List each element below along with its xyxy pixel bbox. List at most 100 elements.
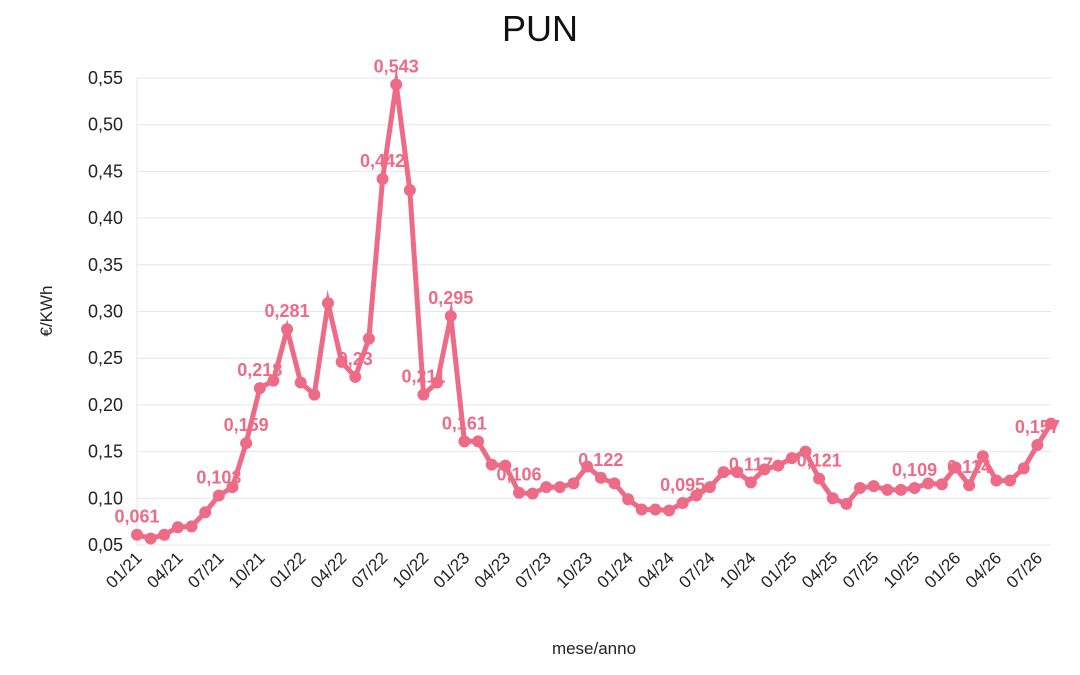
x-tick-label: 04/24 [634,548,678,592]
x-tick-label: 07/21 [184,548,228,592]
x-tick-label: 10/24 [716,548,760,592]
data-label: 0,295 [428,288,473,308]
data-point [772,459,785,472]
data-point [935,478,948,491]
data-point [499,459,512,472]
y-axis-title: €/KWh [37,285,56,336]
data-point [663,504,676,517]
data-point [854,482,867,495]
data-point [308,388,321,401]
data-label: 0,114 [947,457,991,477]
data-point [185,520,198,533]
chart-title: PUN [501,8,578,49]
grid-lines [136,77,1051,546]
x-tick-label: 07/22 [348,548,392,592]
data-point [799,445,812,458]
data-point [1045,417,1057,430]
data-point [485,458,498,471]
data-point [212,489,225,502]
data-point [281,323,294,336]
data-point [908,482,921,495]
data-point [1017,462,1030,475]
data-label: 0,442 [360,151,405,171]
data-label: 0,117 [729,454,773,474]
data-point [294,376,307,389]
data-point [240,437,253,450]
data-point [744,476,757,489]
data-point [199,506,212,519]
data-point [1004,474,1017,487]
y-axis-ticks: 0,05 0,10 0,15 0,20 0,25 0,30 0,35 0,40 0,45 0,50… [88,68,123,555]
data-point [472,435,485,448]
data-point [267,374,280,387]
x-tick-label: 01/26 [921,548,965,592]
y-tick-label: 0,35 [88,255,123,275]
data-point [594,471,607,484]
x-tick-label: 10/23 [552,548,596,592]
data-point [785,452,798,465]
data-point [335,355,348,368]
data-point [703,481,716,494]
data-point [431,376,444,389]
data-point [403,184,416,197]
data-point [963,479,976,492]
data-point [362,332,375,345]
data-label: 0,109 [892,460,937,480]
x-tick-label: 04/21 [143,548,187,592]
x-tick-label: 04/26 [962,548,1006,592]
x-axis-ticks: 01/2104/2107/2110/2101/2204/2207/2210/22… [102,548,1046,592]
data-label: 0,121 [797,451,842,471]
y-tick-label: 0,30 [88,302,123,322]
x-tick-label: 04/22 [307,548,351,592]
x-tick-label: 01/23 [430,548,474,592]
y-tick-label: 0,40 [88,208,123,228]
data-label: 0,095 [660,475,705,495]
data-point [581,460,594,473]
data-point [171,521,184,534]
data-label: 0,218 [237,360,282,380]
data-point [349,370,362,383]
y-tick-label: 0,15 [88,442,123,462]
data-point [676,496,689,509]
data-label: 0,281 [265,301,310,321]
data-point [867,480,880,493]
data-point [158,528,171,541]
x-tick-label: 07/25 [839,548,883,592]
data-point [717,466,730,479]
data-label: 0,061 [114,507,159,527]
series-pun [131,66,1057,545]
data-point [990,474,1003,487]
data-label: 0,543 [374,57,419,77]
x-tick-label: 10/25 [880,548,924,592]
y-tick-label: 0,25 [88,348,123,368]
data-point [226,481,239,494]
data-point [512,486,525,499]
y-tick-label: 0,05 [88,535,123,555]
data-labels: 0,061 0,103 0,159 0,218 0,281 0,23 0,442 0,543 0… [114,57,1059,527]
data-point [444,310,457,323]
data-label: 0,159 [224,415,269,435]
data-point [253,382,266,395]
data-point [690,489,703,502]
y-tick-label: 0,20 [88,395,123,415]
x-tick-label: 07/24 [675,548,719,592]
data-label: 0,23 [338,349,373,369]
y-tick-label: 0,55 [88,68,123,88]
data-point [813,472,826,485]
data-label: 0,103 [196,467,241,487]
data-point [976,450,989,463]
data-point [417,388,430,401]
data-point [949,461,962,474]
data-point [826,492,839,505]
data-point [144,532,157,545]
y-tick-label: 0,10 [88,488,123,508]
x-tick-label: 10/22 [389,548,433,592]
data-point [376,172,389,185]
x-tick-label: 04/23 [471,548,515,592]
x-tick-label: 01/22 [266,548,310,592]
data-point [390,78,403,91]
data-point [131,528,143,541]
data-point [526,487,539,500]
